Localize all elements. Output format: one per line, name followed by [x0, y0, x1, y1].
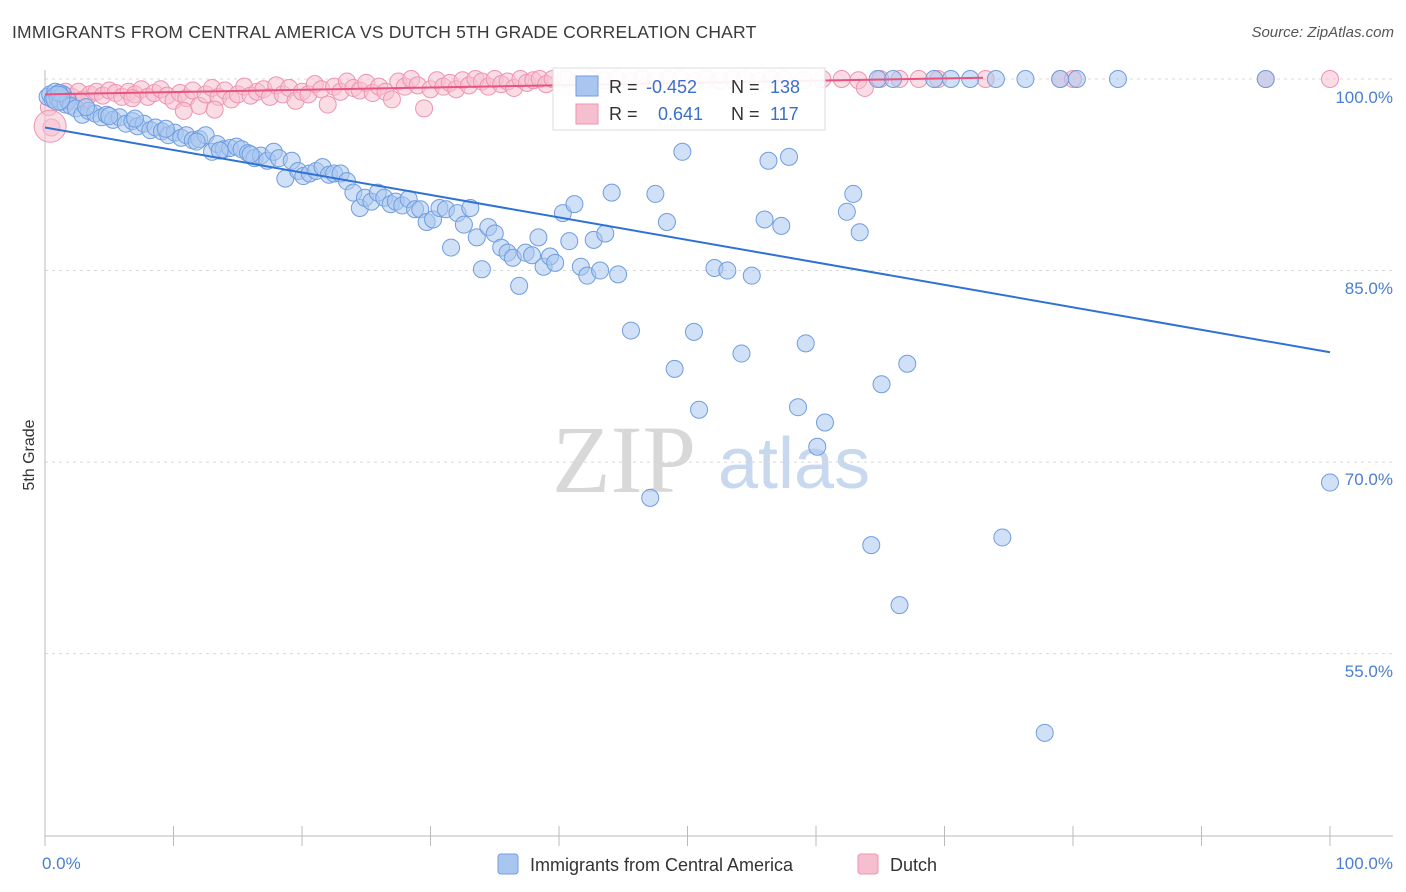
stats-r-value-pink: 0.641: [658, 104, 703, 124]
dutch-point: [205, 100, 224, 119]
trendlines: [44, 76, 1331, 354]
immigrants-point: [1051, 70, 1070, 88]
stats-swatch-pink: [575, 103, 599, 125]
immigrants-point: [789, 398, 808, 417]
immigrants-point: [837, 202, 856, 221]
immigrants-point: [665, 359, 684, 378]
axes: [44, 70, 1393, 846]
immigrants-point: [732, 344, 751, 363]
immigrants-point: [850, 223, 869, 242]
legend-swatch-immigrants: [497, 853, 519, 875]
legend-label-dutch: Dutch: [890, 855, 937, 875]
dutch-point: [1321, 70, 1339, 88]
immigrants-point: [467, 228, 486, 247]
immigrants-point: [641, 488, 660, 507]
immigrants-point: [529, 228, 548, 247]
legend-label-immigrants: Immigrants from Central America: [530, 855, 794, 875]
source-label: Source: ZipAtlas.com: [1251, 24, 1394, 41]
immigrants-point: [890, 596, 909, 615]
immigrants-point: [523, 246, 542, 265]
immigrants-point: [1256, 70, 1275, 88]
immigrants-point: [241, 145, 260, 164]
stats-n-value-blue: 138: [770, 77, 800, 97]
y-axis-title: 5th Grade: [21, 419, 38, 490]
immigrants-point: [1035, 723, 1054, 742]
immigrants-point: [1321, 473, 1339, 492]
immigrants-point: [742, 266, 761, 285]
immigrants-point: [510, 276, 529, 295]
immigrants-point: [872, 375, 891, 394]
immigrants-point: [461, 198, 480, 217]
dutch-point: [382, 90, 401, 109]
immigrants-point: [1016, 70, 1035, 88]
immigrants-point: [646, 184, 665, 203]
x-tick-label-min: 0.0%: [42, 854, 81, 873]
immigrants-point: [898, 354, 917, 373]
dutch-point: [33, 109, 67, 143]
chart-title: IMMIGRANTS FROM CENTRAL AMERICA VS DUTCH…: [12, 22, 757, 42]
watermark-atlas: atlas: [718, 424, 870, 504]
immigrants-point: [125, 109, 144, 128]
immigrants-point: [780, 147, 799, 166]
immigrants-point: [673, 142, 692, 161]
immigrants-point: [560, 232, 579, 251]
immigrants-point: [546, 253, 565, 272]
stats-n-label-blue: N =: [731, 77, 760, 97]
immigrants-point: [1108, 70, 1127, 88]
immigrants-point: [844, 184, 863, 203]
dutch-point: [415, 99, 434, 118]
y-tick-label-100: 100.0%: [1335, 88, 1393, 107]
immigrants-point: [986, 70, 1005, 88]
immigrants-point: [442, 238, 461, 257]
immigrants-point: [454, 215, 473, 234]
immigrants-point: [156, 119, 175, 138]
legend-swatch-dutch: [857, 853, 879, 875]
y-tick-label-55: 55.0%: [1345, 662, 1393, 681]
immigrants-point: [796, 334, 815, 353]
immigrants-point: [591, 261, 610, 280]
immigrants-point: [1067, 70, 1086, 88]
stats-box: R = -0.452 N = 138 R = 0.641 N = 117: [552, 67, 826, 131]
immigrants-point: [657, 213, 676, 232]
dutch-point: [174, 101, 193, 120]
x-tick-label-max: 100.0%: [1335, 854, 1393, 873]
dutch-point: [318, 95, 337, 114]
stats-r-label-pink: R =: [609, 104, 638, 124]
immigrants-point: [565, 195, 584, 214]
immigrants-point: [718, 261, 737, 280]
stats-swatch-blue: [575, 75, 599, 97]
stats-n-value-pink: 117: [770, 104, 799, 124]
immigrants-point: [684, 322, 703, 341]
grid-lines: [45, 78, 1393, 655]
immigrants-point: [609, 265, 628, 284]
immigrants-point: [808, 437, 827, 456]
dutch-point: [123, 89, 142, 108]
dutch-point: [832, 70, 851, 88]
immigrants-point: [993, 528, 1012, 547]
legend: Immigrants from Central America Dutch: [497, 853, 937, 875]
immigrants-point: [187, 132, 206, 151]
immigrants-point: [815, 413, 834, 432]
immigrants-point: [755, 210, 774, 229]
watermark-zip: ZIP: [552, 406, 696, 513]
stats-n-label-pink: N =: [731, 104, 760, 124]
immigrants-point: [772, 216, 791, 235]
immigrants-point: [472, 260, 491, 279]
stats-r-value-blue: -0.452: [646, 77, 697, 97]
y-tick-label-85: 85.0%: [1345, 279, 1393, 298]
y-tick-label-70: 70.0%: [1345, 470, 1393, 489]
immigrants-point: [621, 321, 640, 340]
immigrants-point: [759, 151, 778, 170]
immigrants-point: [77, 98, 96, 117]
immigrants-point: [862, 536, 881, 555]
immigrants-point: [602, 183, 621, 202]
dutch-trendline: [44, 76, 984, 96]
immigrants-point: [45, 85, 71, 111]
immigrants-point: [690, 400, 709, 419]
immigrants-trendline: [44, 126, 1331, 354]
immigrants-point: [100, 107, 119, 126]
stats-r-label-blue: R =: [609, 77, 638, 97]
